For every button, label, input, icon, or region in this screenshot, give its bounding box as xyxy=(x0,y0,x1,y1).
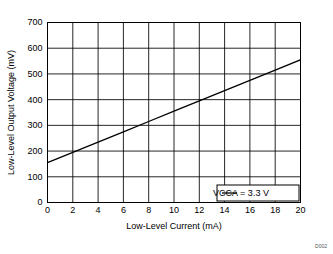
svg-text:18: 18 xyxy=(270,205,280,215)
svg-text:Low-Level Output Voltage (mV): Low-Level Output Voltage (mV) xyxy=(6,50,16,175)
svg-text:400: 400 xyxy=(27,95,42,105)
svg-text:0: 0 xyxy=(45,205,50,215)
svg-text:10: 10 xyxy=(169,205,179,215)
svg-text:600: 600 xyxy=(27,43,42,53)
svg-text:0: 0 xyxy=(37,197,42,207)
svg-text:8: 8 xyxy=(146,205,151,215)
svg-text:2: 2 xyxy=(70,205,75,215)
svg-text:14: 14 xyxy=(220,205,230,215)
svg-text:VCCA = 3.3 V: VCCA = 3.3 V xyxy=(213,188,269,198)
svg-text:700: 700 xyxy=(27,17,42,27)
svg-text:16: 16 xyxy=(245,205,255,215)
svg-text:6: 6 xyxy=(121,205,126,215)
svg-text:300: 300 xyxy=(27,120,42,130)
svg-text:20: 20 xyxy=(295,205,305,215)
svg-text:500: 500 xyxy=(27,69,42,79)
svg-text:Low-Level Current (mA): Low-Level Current (mA) xyxy=(126,221,222,231)
svg-text:100: 100 xyxy=(27,172,42,182)
svg-text:200: 200 xyxy=(27,146,42,156)
svg-text:4: 4 xyxy=(96,205,101,215)
svg-text:12: 12 xyxy=(194,205,204,215)
svg-text:D002: D002 xyxy=(315,243,327,249)
